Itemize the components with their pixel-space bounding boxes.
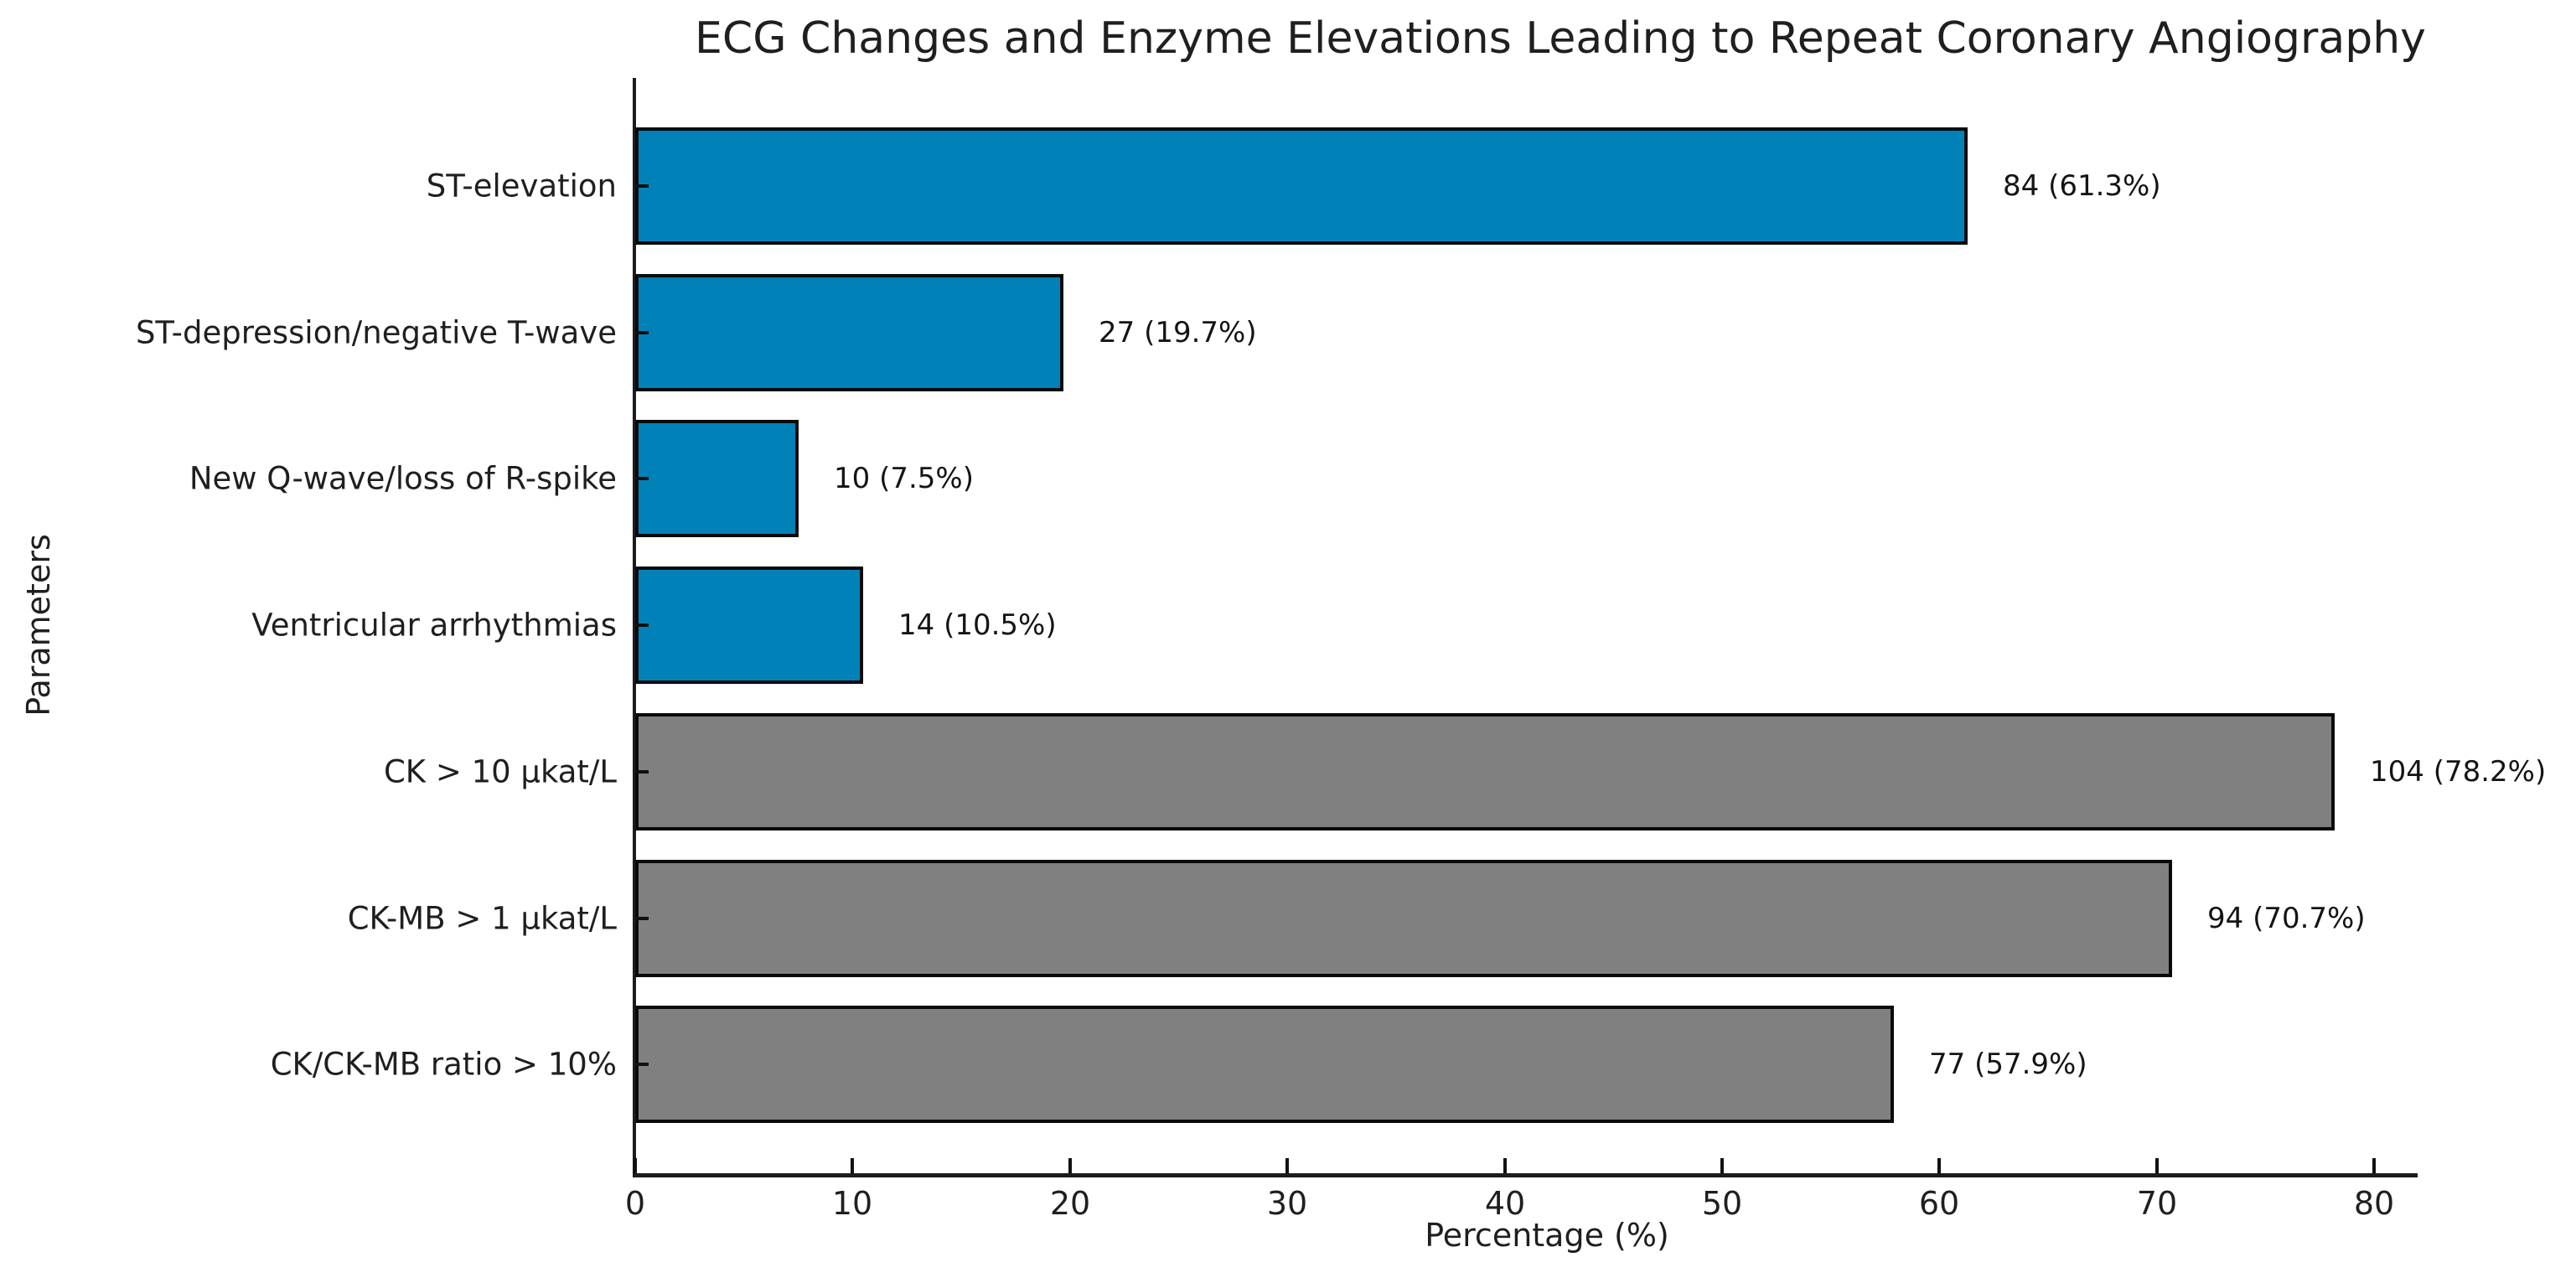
value-label: 77 (57.9%) (1929, 1048, 2087, 1082)
category-label: ST-elevation (426, 168, 617, 204)
x-tick (2155, 1158, 2159, 1173)
bar (635, 1006, 1894, 1124)
value-label: 94 (70.7%) (2207, 901, 2366, 935)
x-tick-label: 40 (1484, 1185, 1526, 1222)
chart-title: ECG Changes and Enzyme Elevations Leadin… (695, 13, 2426, 64)
bar (635, 273, 1063, 391)
category-label: ST-depression/negative T-wave (135, 314, 617, 351)
y-tick (635, 477, 649, 481)
category-label: CK-MB > 1 μkat/L (347, 900, 617, 936)
y-tick (635, 916, 649, 920)
bar (635, 712, 2335, 830)
x-tick (1720, 1158, 1724, 1173)
x-tick (1285, 1158, 1289, 1173)
category-label: CK > 10 μkat/L (383, 753, 617, 790)
value-label: 27 (19.7%) (1099, 315, 1257, 349)
x-axis-label: Percentage (%) (1425, 1217, 1669, 1254)
y-tick (635, 184, 649, 188)
x-tick (851, 1158, 854, 1173)
x-tick (2372, 1158, 2376, 1173)
x-tick-label: 50 (1701, 1185, 1743, 1222)
y-tick (635, 1063, 649, 1067)
x-axis-line (633, 1173, 2418, 1177)
value-label: 84 (61.3%) (2003, 169, 2161, 203)
category-label: CK/CK-MB ratio > 10% (270, 1046, 617, 1083)
y-tick (635, 330, 649, 334)
y-tick (635, 769, 649, 774)
value-label: 104 (78.2%) (2370, 754, 2547, 789)
value-label: 10 (7.5%) (834, 462, 974, 496)
category-label: New Q-wave/loss of R-spike (189, 460, 617, 497)
x-tick-label: 0 (624, 1185, 646, 1222)
bar (635, 127, 1968, 245)
value-label: 14 (10.5%) (898, 608, 1057, 643)
x-tick-label: 80 (2353, 1185, 2395, 1222)
x-tick (1937, 1158, 1941, 1173)
x-tick-label: 70 (2136, 1185, 2178, 1222)
bar (635, 859, 2172, 977)
x-tick-label: 20 (1049, 1185, 1091, 1222)
y-axis-line (633, 78, 636, 1173)
y-tick (635, 623, 649, 628)
x-tick-label: 30 (1266, 1185, 1308, 1222)
bar (635, 567, 863, 685)
bar (635, 420, 799, 538)
x-tick (1503, 1158, 1507, 1173)
x-tick (1068, 1158, 1072, 1173)
x-tick-label: 60 (1918, 1185, 1960, 1222)
category-label: Ventricular arrhythmias (251, 607, 617, 644)
x-tick-label: 10 (831, 1185, 873, 1222)
x-tick (634, 1158, 637, 1173)
